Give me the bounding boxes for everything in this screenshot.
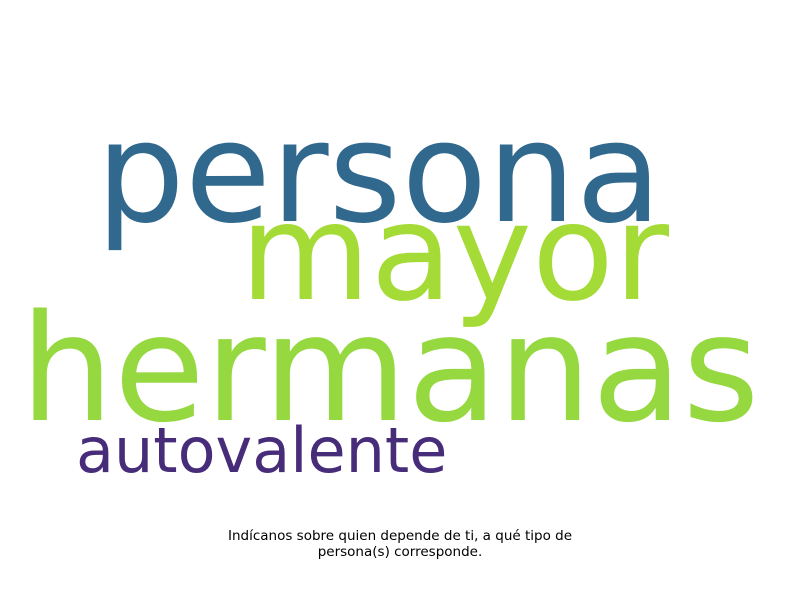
question-caption: Indícanos sobre quien depende de ti, a q… xyxy=(150,528,650,560)
caption-line-1: Indícanos sobre quien depende de ti, a q… xyxy=(227,528,573,544)
word-mayor: mayor xyxy=(240,175,670,331)
word-persona: persona xyxy=(96,92,662,255)
word-hermanas: hermanas xyxy=(20,283,760,455)
word-autovalente: autovalente xyxy=(76,414,448,487)
caption-line-2: persona(s) corresponde. xyxy=(317,544,483,560)
